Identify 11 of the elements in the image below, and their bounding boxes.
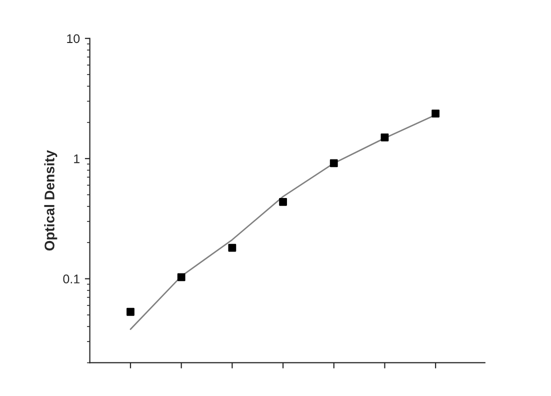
point xyxy=(432,110,440,118)
point xyxy=(228,244,236,252)
y-tick-label: 10 xyxy=(67,34,80,44)
y-axis-title: Optical Density xyxy=(44,150,58,251)
point xyxy=(380,133,389,142)
y-tick-label: 0.1 xyxy=(63,274,80,284)
point xyxy=(279,198,287,206)
point xyxy=(330,159,338,168)
y-tick-label: 1 xyxy=(74,154,80,164)
point xyxy=(177,273,186,282)
point xyxy=(126,308,134,316)
